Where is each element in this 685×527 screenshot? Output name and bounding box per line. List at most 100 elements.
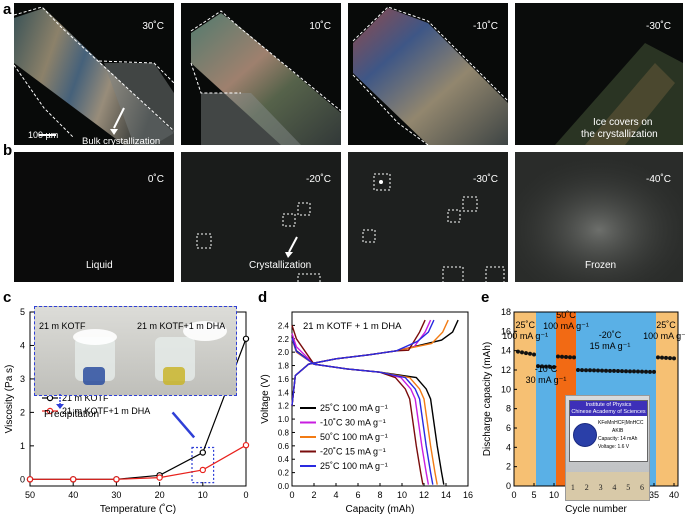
crystal-graphic-a4 (555, 43, 683, 145)
micrograph-a3: -10˚C (348, 3, 508, 145)
y-tick-label: 16 (501, 326, 511, 336)
cycle-point (536, 364, 540, 369)
micrograph-a2: 10˚C (181, 3, 341, 145)
cell-label-card: Institute of Physics Chinese Academy of … (569, 400, 648, 462)
y-tick-label: 1.8 (278, 362, 290, 371)
temperature-band (536, 312, 556, 486)
discharge-curve (291, 333, 430, 485)
x-tick-label: 40 (669, 490, 679, 500)
cycle-point (548, 364, 552, 369)
y-tick-label: 3 (20, 374, 25, 384)
cycle-point (540, 364, 544, 369)
cycle-point (564, 354, 568, 359)
x-tick-label: 10 (549, 490, 559, 500)
x-tick-label: 14 (441, 490, 451, 500)
discharge-curve (291, 337, 434, 485)
annotation-ice-covers-2: the crystallization (581, 129, 658, 140)
cycle-point (568, 355, 572, 360)
annotation-bulk-crystallization: Bulk crystallization (82, 136, 161, 145)
temp-label-a1: 30˚C (142, 21, 164, 32)
data-point (113, 476, 120, 483)
y-tick-label: 0.8 (278, 428, 290, 437)
cell-org-banner: Institute of Physics Chinese Academy of … (570, 401, 647, 417)
ruler-mark: 2 (584, 483, 589, 492)
cycle-point (632, 369, 636, 374)
data-point (156, 474, 163, 481)
scale-bar-label: 100 µm (28, 130, 59, 140)
cell-voltage: Voltage: 1.6 V (598, 444, 630, 450)
y-tick-label: 14 (501, 346, 511, 356)
y-tick-label: 18 (501, 307, 511, 317)
y-tick-label: 5 (20, 307, 25, 317)
y-tick-label: 2.0 (278, 348, 290, 357)
y-tick-label: 2.4 (278, 321, 290, 330)
cycle-point (576, 368, 580, 372)
vial-photo-graphic (73, 321, 227, 385)
x-tick-label: 0 (511, 490, 516, 500)
cycle-point (580, 368, 584, 373)
y-tick-label: 0 (20, 474, 25, 484)
label-e: e (481, 289, 490, 306)
y-tick-label: 12 (501, 365, 511, 375)
segment-temp-label: 25˚C (515, 320, 535, 330)
legend-marker (46, 394, 54, 402)
data-point (199, 466, 206, 474)
micrograph-a4: -30˚C Ice covers on the crystallization (515, 3, 683, 145)
caption-frozen: Frozen (585, 260, 617, 271)
crystal-graphic-a3 (352, 6, 508, 145)
temp-label-b1: 0˚C (147, 174, 164, 185)
legend-label: 50˚C 100 mA g⁻¹ (320, 432, 388, 442)
ruler-mark: 1 (570, 483, 575, 492)
cycle-point (600, 368, 604, 373)
cycle-point (596, 368, 600, 373)
ruler-mark: 6 (640, 483, 645, 492)
data-point (242, 441, 250, 449)
cycle-point (524, 351, 528, 356)
ruler-mark: 4 (612, 483, 617, 492)
y-tick-label: 6 (506, 423, 511, 433)
label-c: c (3, 289, 12, 306)
cycle-point (608, 368, 612, 373)
segment-rate-label: 30 mA g⁻¹ (526, 375, 567, 385)
precipitation-label: Precipitation (44, 409, 100, 420)
x-tick-label: 50 (25, 490, 35, 500)
cycle-point (520, 350, 524, 355)
photo-b3: -30˚C (348, 152, 508, 282)
crystal-graphic-a1 (14, 6, 174, 145)
cell-logo-icon (573, 423, 597, 447)
crystal-markers-b3 (362, 173, 505, 282)
x-tick-label: 20 (155, 490, 165, 500)
highlight-arrow (171, 411, 196, 439)
temperature-band (656, 312, 678, 486)
legend-label: 21 m KOTF+1 m DHA (62, 406, 150, 416)
x-tick-label: 35 (649, 490, 659, 500)
cycle-point (620, 369, 624, 374)
y-tick-label: 10 (501, 384, 511, 394)
y-tick-label: 1 (20, 441, 25, 451)
ruler-mark: 5 (626, 483, 631, 492)
x-axis-label: Temperature (˚C) (100, 503, 176, 515)
frozen-texture (515, 152, 683, 282)
label-a: a (3, 1, 12, 18)
cycle-point (604, 368, 608, 373)
x-tick-label: 12 (419, 490, 429, 500)
discharge-curve (291, 325, 424, 485)
x-tick-label: 10 (397, 490, 407, 500)
cycle-point (656, 355, 660, 360)
segment-rate-label: 100 mA g⁻¹ (543, 321, 589, 331)
segment-temp-label: -10˚C (535, 364, 558, 374)
cycle-point (552, 365, 556, 370)
x-tick-label: 0 (289, 490, 294, 500)
viscosity-chart: 0 1 2 3 4 5 50 40 30 20 10 0 Temperature (˚C) Viscosi… (4, 307, 250, 515)
pouch-cell-photo: Institute of Physics Chinese Academy of … (565, 395, 650, 501)
y-tick-label: 4 (20, 340, 25, 350)
y-axis-label: Voltage (V) (260, 374, 271, 423)
precipitation-arrow (56, 394, 64, 409)
y-tick-label: 2 (20, 407, 25, 417)
cycle-point (528, 351, 532, 356)
cycle-point (648, 369, 652, 374)
cycle-point (624, 369, 628, 374)
charge-curve (291, 319, 435, 406)
cycle-point (588, 368, 592, 373)
cycle-point (572, 355, 576, 360)
